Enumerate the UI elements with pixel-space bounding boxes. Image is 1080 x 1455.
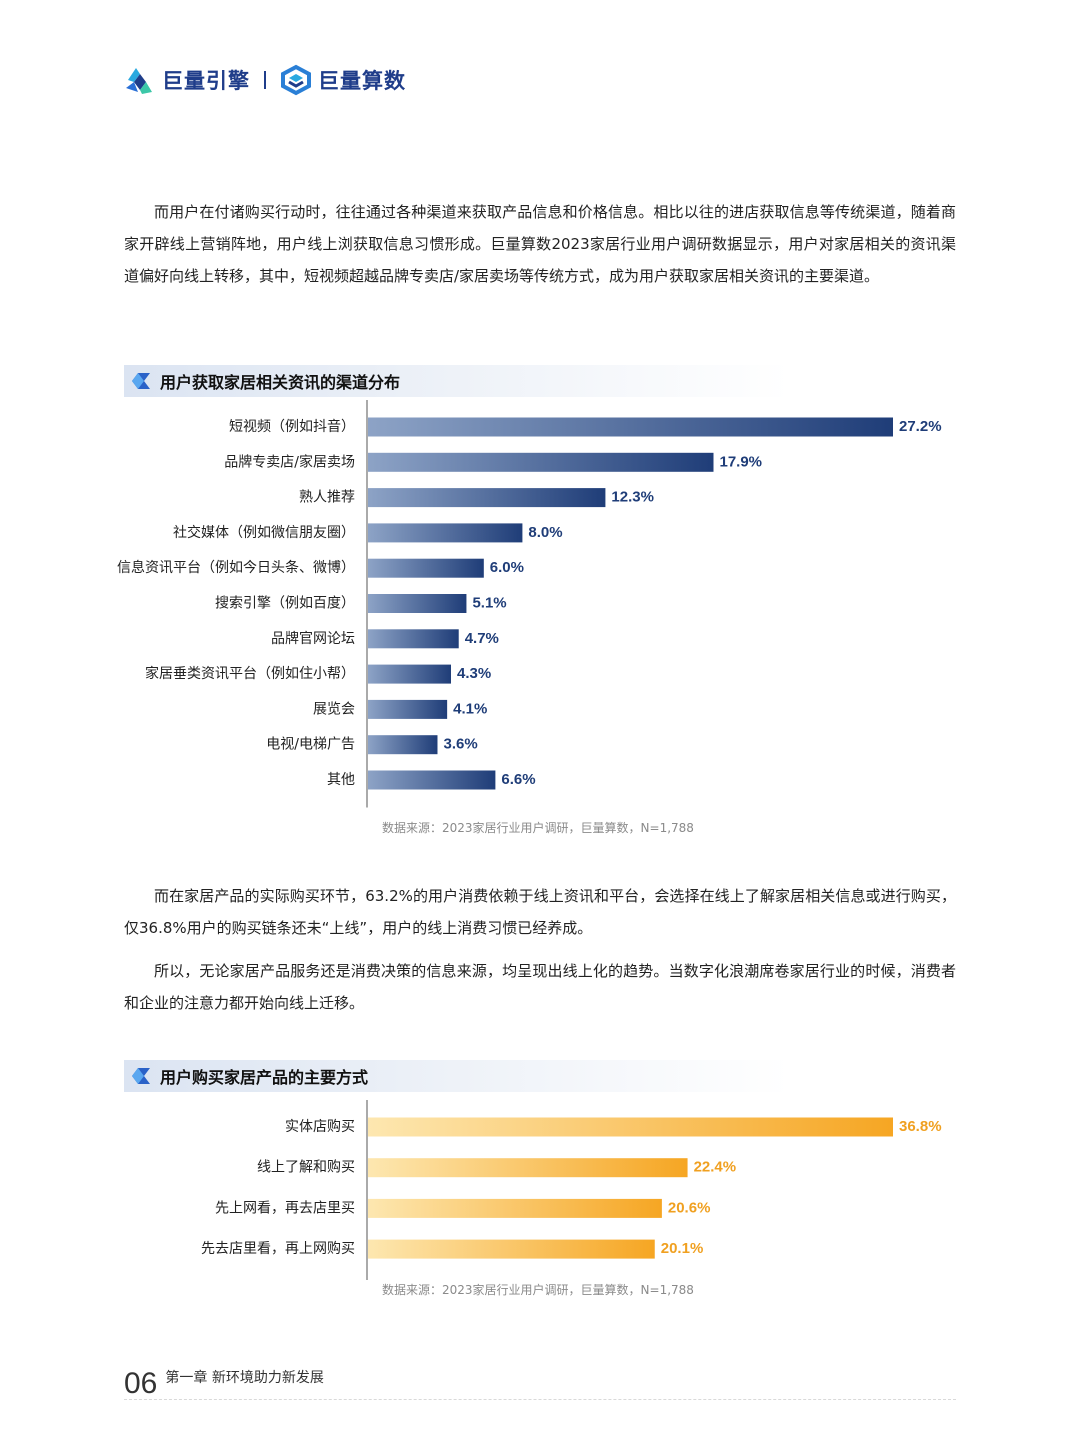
category-label: 家居垂类资讯平台（例如住小帮） <box>145 665 355 682</box>
bar <box>368 558 484 578</box>
bar <box>368 594 467 613</box>
value-label: 3.6% <box>443 736 477 753</box>
chart2-source: 数据来源：2023家居行业用户调研，巨量算数，N=1,788 <box>382 1283 694 1297</box>
category-label: 线上了解和购买 <box>257 1160 355 1176</box>
bar <box>368 417 893 437</box>
value-label: 6.6% <box>501 771 535 788</box>
page-footer: 06 第一章 新环境助力新发展 <box>124 1365 956 1400</box>
bar <box>368 1198 662 1218</box>
chart1-source: 数据来源：2023家居行业用户调研，巨量算数，N=1,788 <box>382 821 694 835</box>
paragraph-trend: 所以，无论家居产品服务还是消费决策的信息来源，均呈现出线上化的趋势。当数字化浪潮… <box>124 962 956 1012</box>
paragraph-intro: 而用户在付诸购买行动时，往往通过各种渠道来获取产品信息和价格信息。相比以往的进店… <box>124 203 956 285</box>
category-label: 其他 <box>327 772 355 788</box>
category-label: 搜索引擎（例如百度） <box>215 595 355 612</box>
value-label: 17.9% <box>719 453 762 470</box>
brand1-name: 巨量引擎 <box>162 69 250 93</box>
bar <box>368 488 606 508</box>
bar <box>368 1117 893 1137</box>
bar <box>368 452 714 472</box>
value-label: 6.0% <box>490 559 524 576</box>
bar <box>368 1239 655 1259</box>
category-label: 展览会 <box>313 701 355 717</box>
section-marker-icon <box>132 373 150 389</box>
value-label: 22.4% <box>694 1159 737 1176</box>
value-label: 5.1% <box>472 594 506 611</box>
page-header: 巨量引擎 巨量算数 <box>124 60 406 100</box>
value-label: 20.6% <box>668 1199 711 1216</box>
bar <box>368 523 523 543</box>
section2-title: 用户购买家居产品的主要方式 <box>160 1068 369 1087</box>
value-label: 20.1% <box>661 1240 704 1257</box>
category-label: 先上网看，再去店里买 <box>215 1200 355 1216</box>
category-label: 社交媒体（例如微信朋友圈） <box>173 524 355 541</box>
value-label: 4.1% <box>453 700 487 717</box>
bar <box>368 1158 688 1178</box>
value-label: 8.0% <box>528 524 562 541</box>
category-label: 电视/电梯广告 <box>266 737 355 753</box>
bar <box>368 629 459 649</box>
brand2-name: 巨量算数 <box>318 69 406 93</box>
value-label: 4.3% <box>457 665 491 682</box>
category-label: 品牌专卖店/家居卖场 <box>224 453 355 470</box>
value-label: 36.8% <box>899 1118 942 1135</box>
section1-title: 用户获取家居相关资讯的渠道分布 <box>160 373 401 392</box>
value-label: 27.2% <box>899 418 942 435</box>
chapter-title: 第一章 新环境助力新发展 <box>165 1370 324 1386</box>
chart-purchase-methods: 实体店购买 36.8% 线上了解和购买 22.4% 先上网看，再去店里买 20.6% 先去店… <box>201 1100 942 1280</box>
section1-title-bar: 用户获取家居相关资讯的渠道分布 <box>124 365 956 397</box>
header-divider <box>264 71 266 89</box>
category-label: 短视频（例如抖音） <box>229 418 355 435</box>
bar <box>368 699 448 719</box>
page-number: 06 <box>124 1367 158 1400</box>
value-label: 4.7% <box>465 630 499 647</box>
category-label: 实体店购买 <box>285 1119 355 1135</box>
bar <box>368 664 451 684</box>
paragraph-purchase: 而在家居产品的实际购买环节，63.2%的用户消费依赖于线上资讯和平台，会选择在线… <box>124 887 956 937</box>
category-label: 先去店里看，再上网购买 <box>201 1241 355 1257</box>
section2-title-bar: 用户购买家居产品的主要方式 <box>124 1060 956 1092</box>
section-marker-icon <box>132 1068 150 1084</box>
category-label: 品牌官网论坛 <box>271 630 355 647</box>
value-label: 12.3% <box>611 489 654 506</box>
brand2-logo: 巨量算数 <box>280 64 406 96</box>
brand1-logo: 巨量引擎 <box>124 64 250 96</box>
bar <box>368 770 496 790</box>
category-label: 信息资讯平台（例如今日头条、微博） <box>117 559 355 576</box>
category-label: 熟人推荐 <box>299 490 355 506</box>
brand1-logo-icon <box>126 68 152 94</box>
chart-info-channels: 短视频（例如抖音） 27.2% 品牌专卖店/家居卖场 17.9% 熟人推荐 12.3% 社交… <box>117 400 942 808</box>
brand2-logo-icon <box>281 64 311 96</box>
bar <box>368 735 438 755</box>
